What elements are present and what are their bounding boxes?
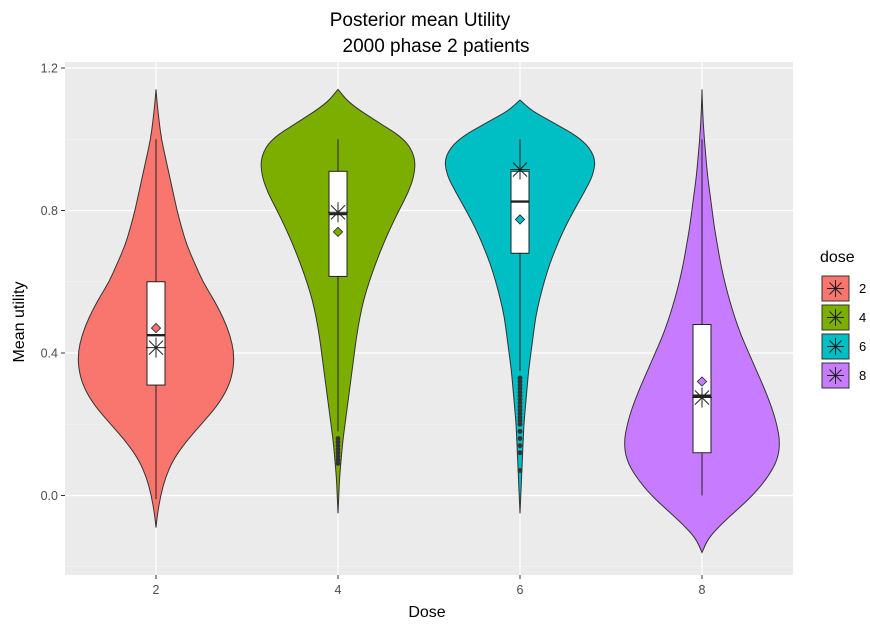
legend-label: 4 bbox=[859, 310, 866, 325]
outlier-point bbox=[517, 443, 523, 449]
box-dose-2 bbox=[146, 281, 166, 386]
legend-title: dose bbox=[820, 249, 855, 266]
violin-group-dose-6 bbox=[444, 99, 596, 514]
posterior-mean-marker bbox=[146, 337, 166, 358]
violin-group-dose-4 bbox=[260, 88, 416, 514]
mean-marker bbox=[332, 226, 344, 238]
outlier-point bbox=[517, 411, 523, 416]
outlier-point bbox=[517, 386, 523, 392]
legend-item-2: 2 bbox=[821, 275, 866, 302]
legend: dose 2 4 6 8 bbox=[820, 249, 866, 389]
legend-item-6: 6 bbox=[821, 333, 866, 360]
outlier-point bbox=[517, 396, 523, 402]
posterior-mean-marker bbox=[692, 387, 712, 408]
outlier-point bbox=[517, 379, 523, 384]
y-tick-label: 1.2 bbox=[41, 62, 58, 76]
box-dose-4 bbox=[328, 170, 348, 277]
x-tick-label: 2 bbox=[153, 583, 160, 597]
outlier-point bbox=[335, 461, 341, 466]
legend-star-marker bbox=[827, 367, 844, 384]
chart-title: Posterior mean Utility bbox=[330, 10, 511, 31]
mean-marker bbox=[150, 322, 162, 334]
outlier-point bbox=[335, 446, 341, 452]
outlier-point bbox=[517, 418, 523, 424]
legend-star-marker bbox=[827, 309, 844, 326]
outlier-point bbox=[335, 453, 341, 459]
x-axis-title: Dose bbox=[408, 604, 445, 621]
y-tick-label: 0.8 bbox=[41, 204, 58, 218]
outlier-point bbox=[517, 375, 523, 381]
plot-area bbox=[65, 62, 793, 575]
x-tick-label: 4 bbox=[335, 583, 342, 597]
outlier-point bbox=[517, 389, 523, 395]
legend-label: 8 bbox=[859, 368, 866, 383]
violin-group-dose-2 bbox=[77, 89, 235, 528]
x-tick-label: 6 bbox=[517, 583, 524, 597]
legend-item-8: 8 bbox=[821, 362, 866, 389]
outlier-point bbox=[517, 407, 523, 413]
outlier-point bbox=[517, 393, 523, 399]
posterior-mean-marker bbox=[510, 159, 530, 180]
legend-item-4: 4 bbox=[821, 304, 866, 331]
y-tick-label: 0.4 bbox=[41, 347, 58, 361]
outlier-point bbox=[335, 439, 341, 445]
outlier-point bbox=[517, 421, 523, 427]
chart-subtitle: 2000 phase 2 patients bbox=[343, 36, 530, 57]
outlier-point bbox=[335, 457, 341, 463]
y-tick-label: 0.0 bbox=[41, 489, 58, 503]
outlier-point bbox=[517, 468, 523, 473]
outlier-point bbox=[335, 443, 341, 449]
outlier-point bbox=[517, 450, 523, 456]
outlier-point bbox=[517, 382, 523, 388]
outlier-point bbox=[517, 436, 523, 441]
posterior-mean-marker bbox=[328, 202, 348, 223]
mean-marker bbox=[696, 376, 708, 387]
violin-group-dose-8 bbox=[624, 89, 780, 554]
outlier-point bbox=[335, 436, 341, 441]
outlier-point bbox=[517, 428, 523, 434]
mean-marker bbox=[514, 214, 526, 225]
outlier-point bbox=[517, 400, 523, 406]
legend-label: 2 bbox=[859, 281, 866, 296]
outlier-point bbox=[517, 404, 523, 409]
outlier-point bbox=[335, 450, 341, 456]
y-axis-title: Mean utility bbox=[11, 282, 28, 363]
outlier-point bbox=[517, 414, 523, 420]
legend-label: 6 bbox=[859, 339, 866, 354]
legend-star-marker bbox=[827, 338, 844, 355]
box-dose-6 bbox=[510, 170, 530, 254]
x-tick-label: 8 bbox=[699, 583, 706, 597]
legend-star-marker bbox=[827, 280, 844, 297]
